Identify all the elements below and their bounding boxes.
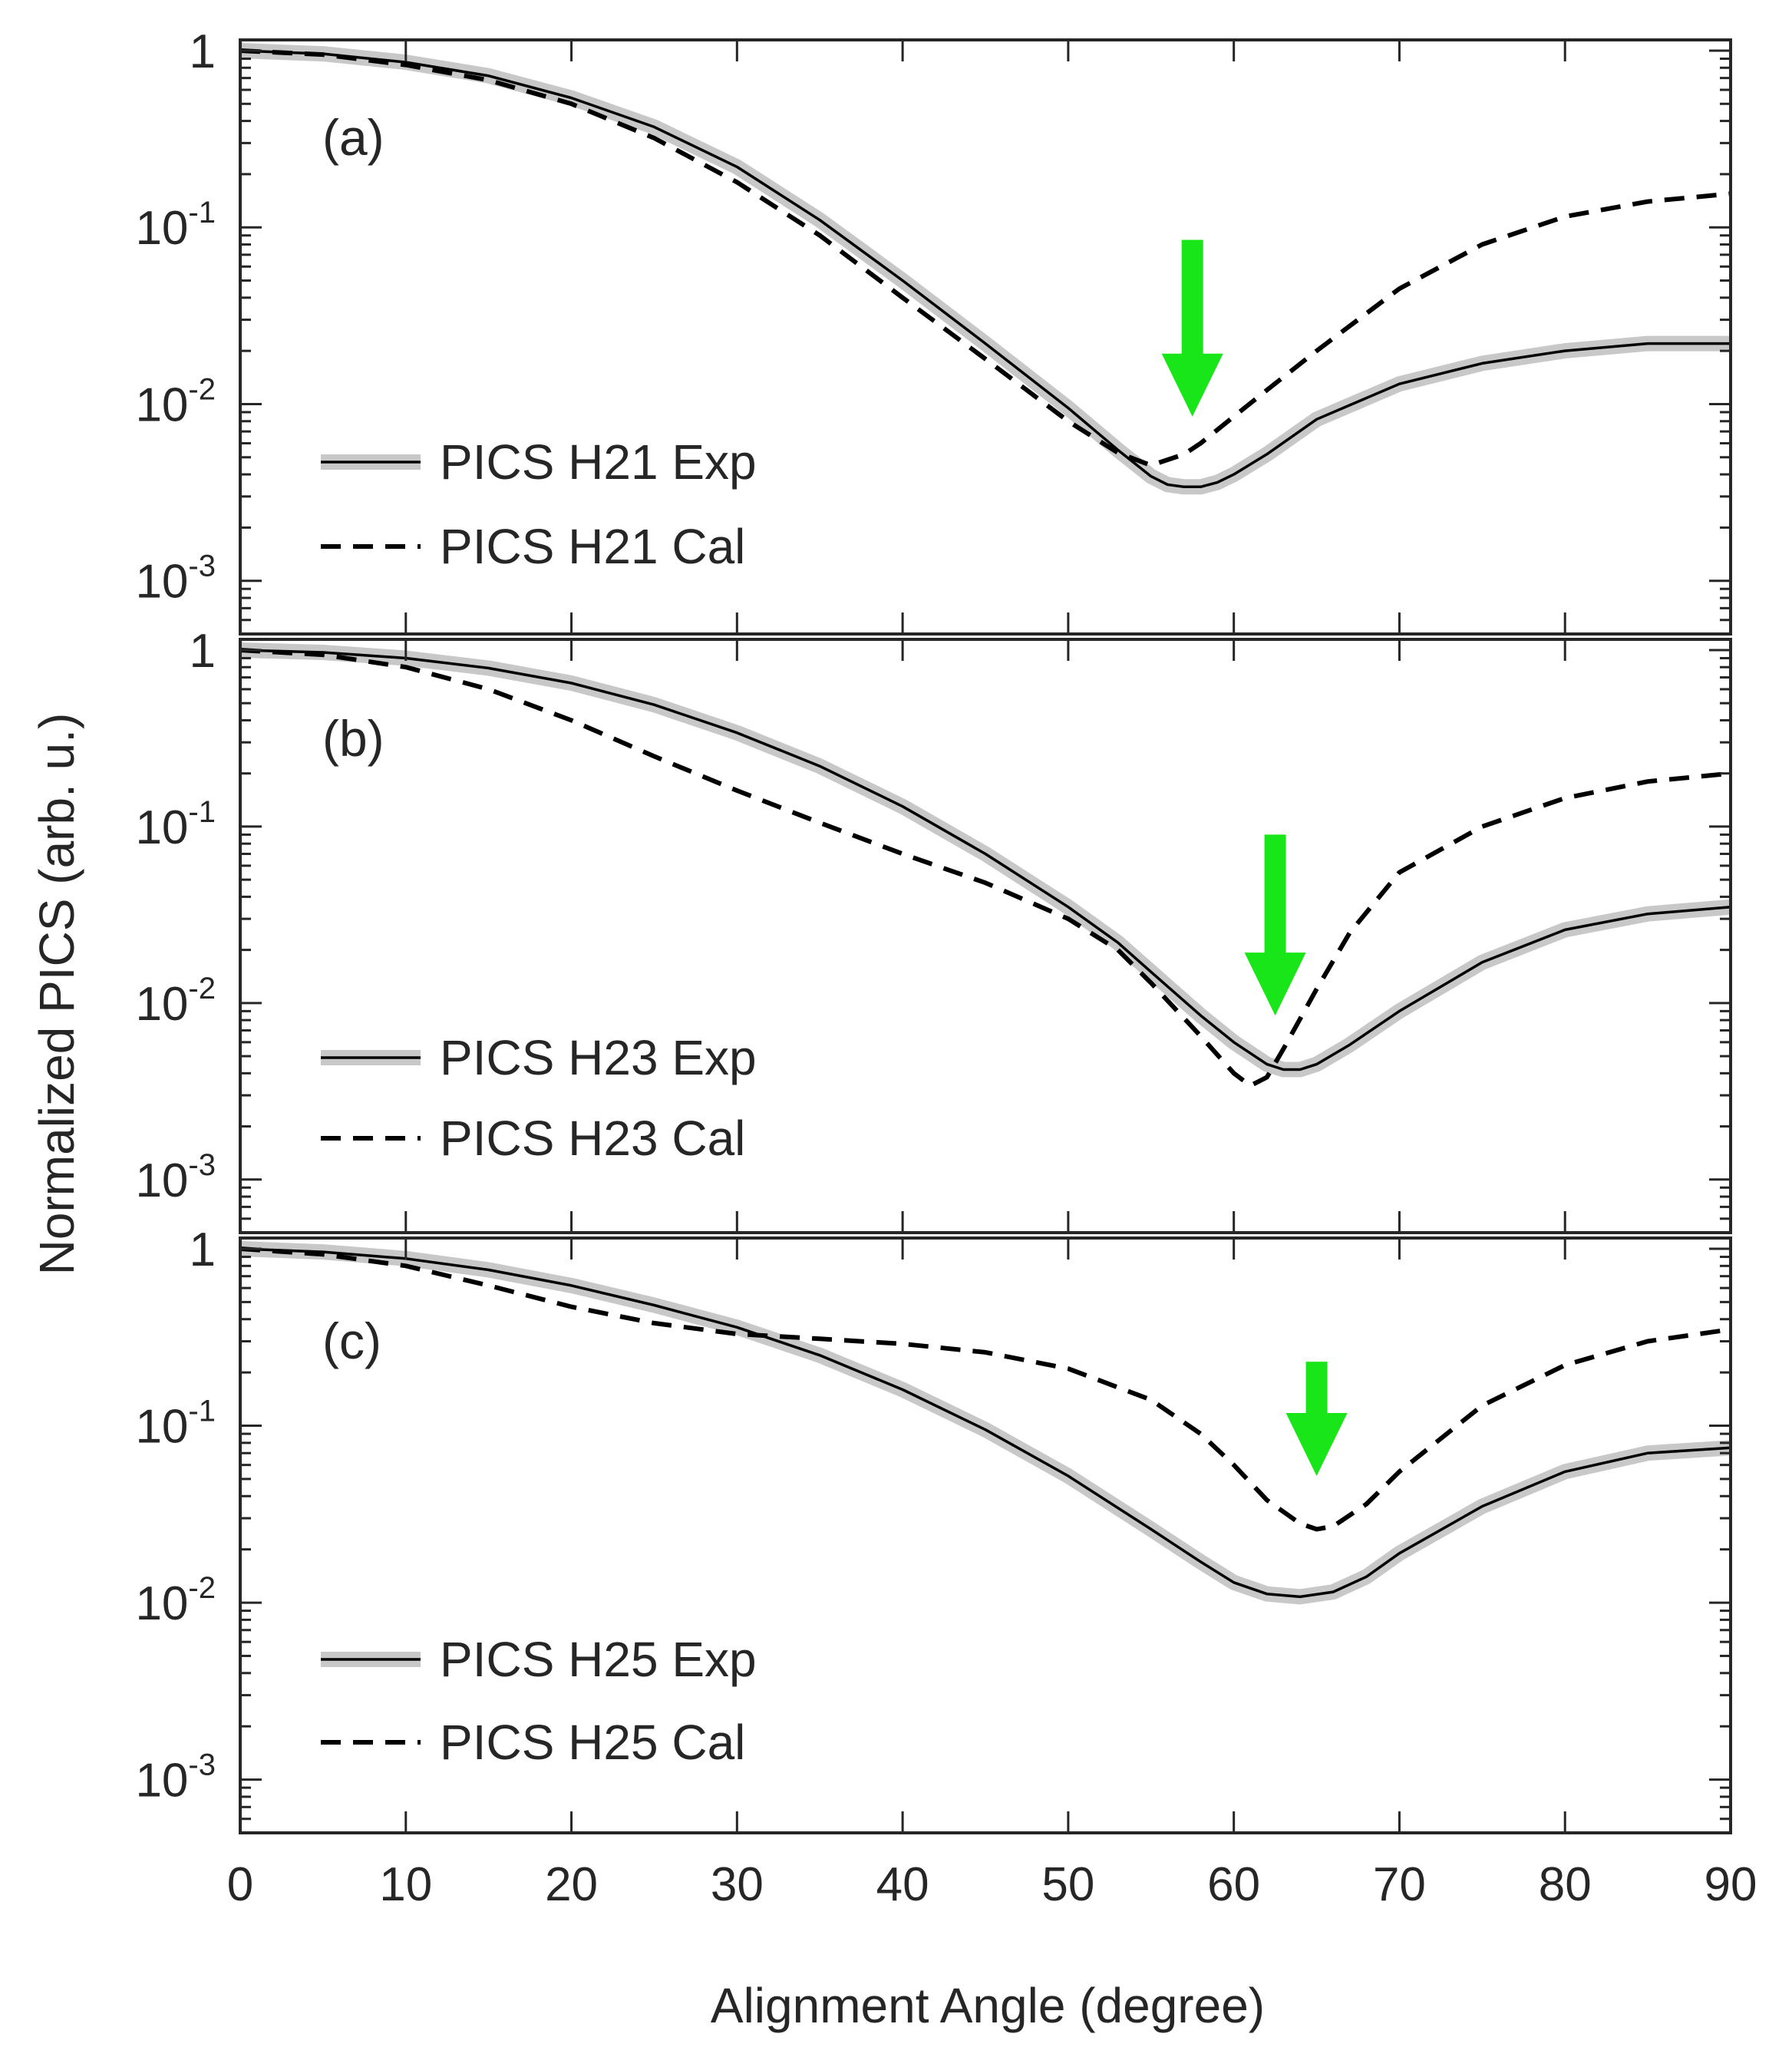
y-tick-label: 10-2 — [135, 972, 216, 1031]
legend: PICS H23 Exp PICS H23 Cal — [321, 1030, 757, 1166]
series-line-pics-h25-exp — [240, 1247, 1731, 1599]
x-tick-label: 80 — [1539, 1858, 1592, 1911]
legend-entry-label: PICS H21 Exp — [440, 434, 757, 490]
axes-frame — [239, 638, 1732, 1234]
y-tick-label: 10-1 — [135, 795, 216, 854]
axes-frame — [239, 1236, 1732, 1834]
x-tick-label: 20 — [545, 1858, 598, 1911]
x-tick-label: 40 — [876, 1858, 929, 1911]
legend-entry-label: PICS H23 Cal — [440, 1111, 745, 1166]
x-axis-title: Alignment Angle (degree) — [711, 1978, 1265, 2033]
series-line-pics-h23-exp — [240, 649, 1731, 1071]
minimum-arrow-icon — [1285, 1362, 1348, 1476]
x-tick-label: 50 — [1041, 1858, 1094, 1911]
legend-entry-label: PICS H25 Exp — [440, 1632, 757, 1687]
legend: PICS H21 Exp PICS H21 Cal — [321, 434, 757, 574]
x-tick-label: 90 — [1705, 1858, 1757, 1911]
y-tick-label: 10-2 — [135, 372, 216, 431]
panel-2: 1 10-1 10-2 10-3 (b) PICS H23 Exp PICS H23 Cal — [135, 625, 1732, 1234]
x-tick-label: 0 — [227, 1858, 253, 1911]
x-tick-label: 10 — [379, 1858, 432, 1911]
series-line-pics-h23-cal — [240, 648, 1731, 1088]
minimum-arrow-icon — [1244, 834, 1306, 1016]
panel-label: (b) — [322, 710, 384, 767]
x-tick-label: 60 — [1207, 1858, 1260, 1911]
panel-1: 1 10-1 10-2 10-3 (a) PICS H21 Exp PICS H21 Cal — [135, 25, 1732, 636]
panel-label: (c) — [322, 1312, 381, 1369]
y-axis-title: Normalized PICS (arb. u.) — [29, 713, 84, 1276]
panels: 1 10-1 10-2 10-3 (a) PICS H21 Exp PICS H21 Cal… — [135, 25, 1732, 1834]
y-tick-label: 10-1 — [135, 196, 216, 255]
series-line-pics-h25-cal — [240, 1246, 1731, 1532]
y-tick-label: 10-1 — [135, 1395, 216, 1454]
y-tick-label: 10-3 — [135, 550, 216, 609]
series-line-pics-h21-exp — [240, 49, 1731, 489]
legend-entry-label: PICS H23 Exp — [440, 1030, 757, 1085]
legend-entry-label: PICS H25 Cal — [440, 1715, 745, 1770]
legend: PICS H25 Exp PICS H25 Cal — [321, 1632, 757, 1770]
y-tick-label: 1 — [190, 25, 216, 78]
x-tick-label: 30 — [711, 1858, 764, 1911]
series-line-pics-h21-cal — [240, 48, 1731, 468]
panel-3: 1 10-1 10-2 10-3 (c) PICS H25 Exp PICS H25 Cal — [135, 1223, 1732, 1834]
axes-frame — [239, 38, 1732, 636]
y-tick-label: 1 — [190, 625, 216, 678]
y-tick-label: 10-3 — [135, 1748, 216, 1808]
legend-entry-label: PICS H21 Cal — [440, 519, 745, 574]
minimum-arrow-icon — [1161, 239, 1223, 417]
y-tick-label: 10-2 — [135, 1571, 216, 1630]
x-tick-label: 70 — [1373, 1858, 1426, 1911]
panel-label: (a) — [322, 109, 384, 166]
y-tick-label: 10-3 — [135, 1148, 216, 1207]
x-axis-tick-labels: 0 10 20 30 40 50 60 70 80 90 — [227, 1858, 1757, 1911]
y-tick-label: 1 — [190, 1223, 216, 1276]
